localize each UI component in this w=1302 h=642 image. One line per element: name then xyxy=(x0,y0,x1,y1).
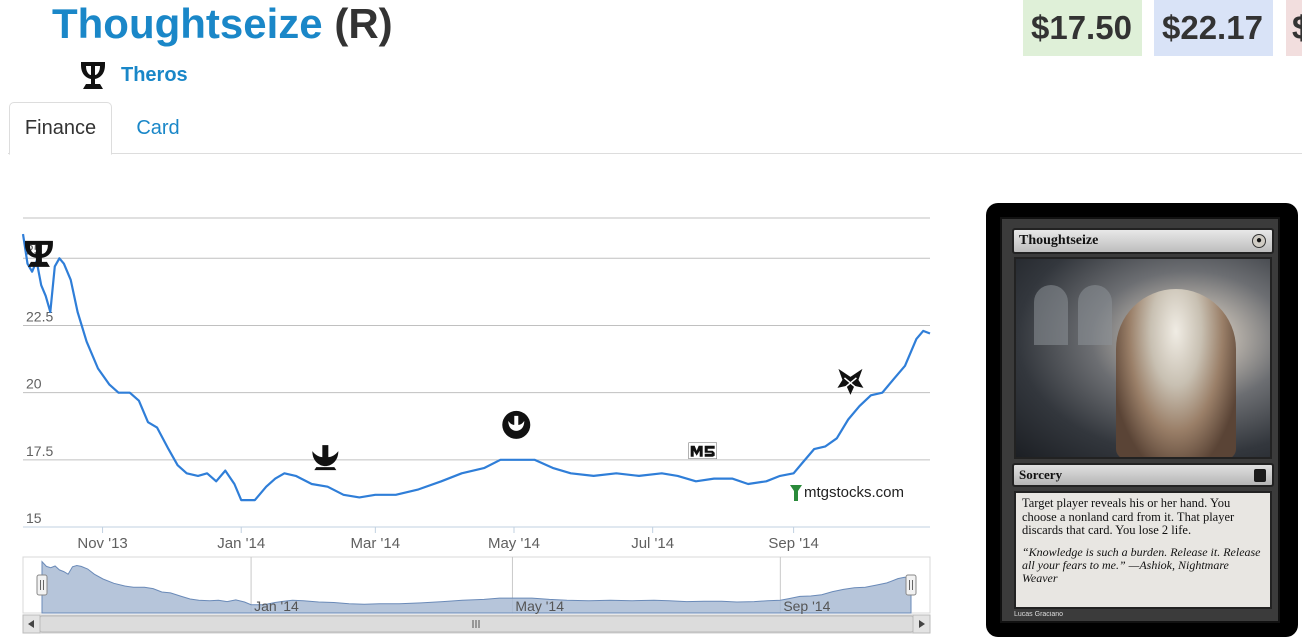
y-tick-label: 17.5 xyxy=(26,443,53,459)
navigator-tick-label: Jan '14 xyxy=(254,598,299,614)
mtgstocks-watermark: mtgstocks.com xyxy=(787,482,913,502)
set-symbol-icon xyxy=(1254,469,1266,482)
tab-finance[interactable]: Finance xyxy=(9,102,112,155)
card-type-line: Sorcery xyxy=(1019,467,1063,482)
art-arch xyxy=(1078,285,1112,345)
price-low-badge: $17.50 xyxy=(1023,0,1142,56)
navigator-area xyxy=(41,560,912,614)
x-tick-label: Nov '13 xyxy=(77,535,127,552)
theros-set-icon[interactable] xyxy=(24,240,53,267)
x-tick-label: Mar '14 xyxy=(351,535,401,552)
card-rarity: (R) xyxy=(334,0,393,47)
navigator-tick-label: May '14 xyxy=(515,598,564,614)
x-tick-label: Jan '14 xyxy=(217,535,265,552)
black-mana-icon: ● xyxy=(1252,234,1266,248)
card-frame: Thoughtseize ● Sorcery Target player rev… xyxy=(1000,217,1280,623)
x-tick-label: May '14 xyxy=(488,535,540,552)
set-line: Theros xyxy=(78,58,188,92)
theros-set-icon xyxy=(81,62,105,89)
y-tick-label: 22.5 xyxy=(26,308,53,324)
scroll-left-arrow-icon xyxy=(28,620,34,628)
born-of-the-gods-set-icon[interactable] xyxy=(312,445,339,471)
card-rules-text: Target player reveals his or her hand. Y… xyxy=(1022,496,1235,537)
y-tick-label: 15 xyxy=(26,510,42,526)
art-figure xyxy=(1116,289,1236,457)
card-artist: Lucas Graciano xyxy=(1014,611,1064,618)
mtgstocks-logo-icon xyxy=(790,485,802,501)
price-high-badge: $ xyxy=(1286,0,1302,56)
card-image: Thoughtseize ● Sorcery Target player rev… xyxy=(986,203,1298,637)
card-flavor-text: “Knowledge is such a burden. Release it.… xyxy=(1022,544,1261,585)
journey-into-nyx-set-icon[interactable] xyxy=(502,410,531,439)
price-mid-badge: $22.17 xyxy=(1154,0,1273,56)
khans-of-tarkir-set-icon[interactable] xyxy=(837,368,864,395)
y-tick-label: 20 xyxy=(26,376,42,392)
m15-set-icon[interactable] xyxy=(688,442,717,460)
price-series-line xyxy=(21,233,931,502)
scroll-right-arrow-icon xyxy=(919,620,925,628)
set-name-link[interactable]: Theros xyxy=(121,63,188,86)
x-tick-label: Jul '14 xyxy=(631,535,674,552)
art-arch xyxy=(1034,285,1068,345)
tab-bar: Finance Card xyxy=(8,102,1302,155)
card-name-link[interactable]: Thoughtseize xyxy=(52,0,323,47)
tab-card[interactable]: Card xyxy=(136,116,180,139)
card-image-namebar: Thoughtseize ● xyxy=(1012,228,1274,254)
navigator-right-handle[interactable] xyxy=(905,574,917,596)
card-image-typebar: Sorcery xyxy=(1012,463,1274,487)
watermark-text: mtgstocks.com xyxy=(804,484,904,501)
price-history-chart: 25 22.5 20 17.5 15 Nov '13 Jan '14 Mar '14 May '… xyxy=(18,195,938,640)
navigator-tick-label: Sep '14 xyxy=(783,598,830,614)
card-image-name: Thoughtseize xyxy=(1019,233,1099,248)
page-title: Thoughtseize (R) xyxy=(52,0,393,48)
card-textbox: Target player reveals his or her hand. Y… xyxy=(1014,491,1272,609)
x-tick-label: Sep '14 xyxy=(768,535,818,552)
card-art xyxy=(1014,257,1272,459)
navigator-left-handle[interactable] xyxy=(36,574,48,596)
